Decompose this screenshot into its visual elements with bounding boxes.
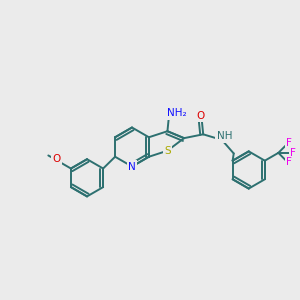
- Text: N: N: [128, 161, 136, 172]
- Text: F: F: [290, 148, 296, 158]
- Text: NH: NH: [217, 131, 232, 141]
- Text: O: O: [53, 154, 61, 164]
- Text: F: F: [286, 138, 292, 148]
- Text: NH₂: NH₂: [167, 108, 186, 118]
- Text: O: O: [196, 111, 204, 121]
- Text: F: F: [286, 158, 292, 167]
- Text: S: S: [164, 146, 171, 156]
